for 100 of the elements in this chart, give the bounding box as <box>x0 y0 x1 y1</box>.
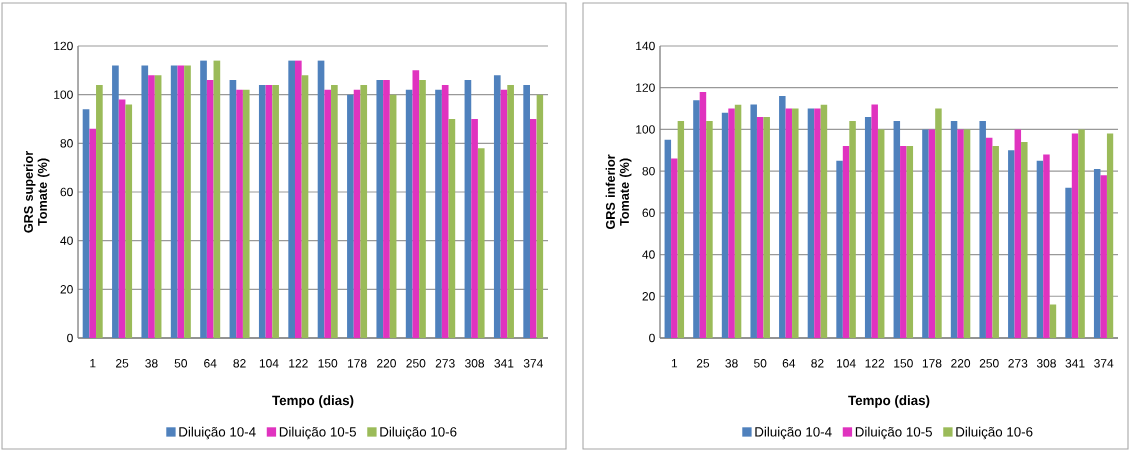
bar <box>900 146 907 338</box>
y-tick-label: 0 <box>67 333 73 343</box>
bar <box>721 112 729 338</box>
bar <box>471 118 478 338</box>
x-tick-label: 220 <box>377 359 396 368</box>
x-tick-label: 104 <box>259 359 279 368</box>
legend-label: Diluição 10-4 <box>179 426 256 440</box>
bar <box>849 121 856 338</box>
x-tick-label: 374 <box>523 359 543 368</box>
x-tick-label: 150 <box>894 359 913 368</box>
bar <box>317 60 325 338</box>
bar <box>200 60 207 338</box>
legend-label: Diluição 10-6 <box>380 426 457 440</box>
bar <box>963 129 971 338</box>
bar <box>1008 150 1015 338</box>
legend-label: Diluição 10-5 <box>279 426 356 440</box>
bar <box>1071 133 1079 338</box>
bar <box>734 104 742 338</box>
bar <box>419 80 426 338</box>
bar <box>807 108 815 338</box>
bar <box>536 94 544 338</box>
bar <box>750 104 757 338</box>
bar <box>301 75 309 338</box>
bar <box>1049 304 1057 338</box>
bar <box>820 104 828 338</box>
bar <box>935 108 942 338</box>
bar <box>836 160 843 338</box>
bar <box>893 121 901 338</box>
bar <box>1106 133 1114 338</box>
x-tick-label: 178 <box>347 359 367 368</box>
bar <box>792 108 799 338</box>
x-tick-label: 50 <box>174 359 188 368</box>
y-tick-label: 60 <box>642 208 655 218</box>
x-tick-label: 82 <box>811 359 824 368</box>
bar <box>441 84 449 338</box>
bar <box>229 80 237 338</box>
x-tick-label: 220 <box>951 359 971 368</box>
bar <box>477 148 485 338</box>
bar <box>779 96 786 338</box>
y-tick-label: 80 <box>60 139 73 148</box>
y-tick-label: 140 <box>636 41 655 51</box>
bar <box>89 128 97 338</box>
bar <box>699 91 707 338</box>
y-tick-label: 80 <box>642 166 655 176</box>
bar <box>177 65 185 338</box>
x-tick-label: 82 <box>233 359 246 368</box>
bar <box>922 129 929 338</box>
x-tick-label: 50 <box>754 359 767 368</box>
bar <box>272 84 279 338</box>
bar <box>288 60 295 338</box>
bar <box>389 94 397 338</box>
x-tick-label: 308 <box>1036 359 1056 368</box>
bar <box>324 89 332 338</box>
bar <box>294 60 302 338</box>
bar <box>1014 129 1022 338</box>
bar <box>1021 141 1028 338</box>
x-tick-label: 341 <box>494 359 514 368</box>
x-tick-label: 178 <box>922 359 942 368</box>
x-tick-label: 250 <box>406 359 426 368</box>
x-axis-title: Tempo (dias) <box>848 395 930 408</box>
bar <box>258 84 266 338</box>
bar <box>213 60 221 338</box>
bar <box>785 108 793 338</box>
y-tick-label: 100 <box>636 125 655 134</box>
y-tick-label: 40 <box>642 250 655 259</box>
bar <box>184 65 191 338</box>
bar <box>1093 169 1101 338</box>
bar <box>112 65 119 338</box>
y-tick-label: 120 <box>636 83 655 92</box>
bar <box>118 99 126 338</box>
x-tick-label: 25 <box>696 359 710 368</box>
bar <box>992 146 999 338</box>
x-tick-label: 273 <box>435 359 455 368</box>
bar <box>347 94 354 338</box>
legend-label: Diluição 10-4 <box>755 426 832 440</box>
bar <box>507 84 514 338</box>
bar <box>170 65 178 338</box>
bar <box>985 137 993 338</box>
x-tick-label: 150 <box>318 359 338 368</box>
bar <box>493 75 501 338</box>
y-axis-title: GRS superior Tomate (%) <box>23 151 50 233</box>
bar <box>756 116 764 338</box>
bar <box>464 80 472 338</box>
bar <box>265 84 273 338</box>
x-axis-title: Tempo (dias) <box>272 395 354 408</box>
bar <box>1043 154 1050 338</box>
bar <box>360 84 368 338</box>
x-tick-label: 273 <box>1008 359 1028 368</box>
bar <box>693 100 700 338</box>
bar <box>871 104 878 338</box>
bar <box>206 80 214 338</box>
y-tick-label: 40 <box>60 236 73 245</box>
bar <box>928 129 936 338</box>
bar <box>814 108 821 338</box>
bar <box>435 89 442 338</box>
bar <box>842 146 850 338</box>
x-tick-label: 104 <box>836 359 856 368</box>
bar <box>405 89 413 338</box>
y-tick-label: 0 <box>649 333 655 343</box>
y-tick-label: 60 <box>60 187 73 197</box>
